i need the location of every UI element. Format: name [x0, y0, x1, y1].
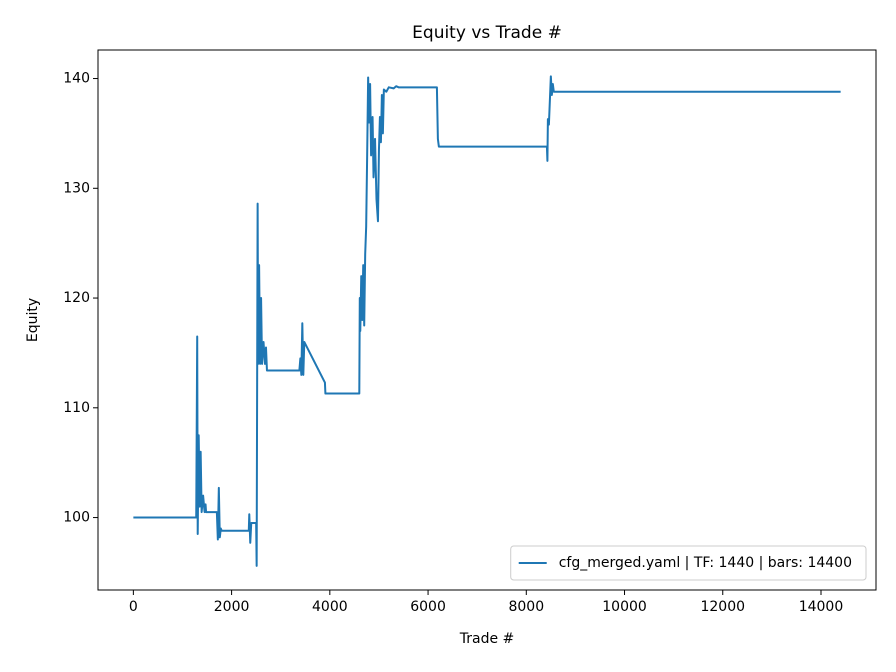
y-axis-label: Equity — [25, 298, 41, 342]
x-tick-label: 2000 — [214, 599, 250, 615]
line-series — [133, 75, 841, 567]
y-tick-label: 130 — [63, 180, 90, 196]
x-tick-label: 0 — [129, 599, 138, 615]
legend-box — [510, 545, 867, 581]
x-tick-label: 4000 — [312, 599, 348, 615]
y-tick-label: 110 — [63, 400, 90, 416]
x-tick-label: 14000 — [799, 599, 844, 615]
y-tick-label: 100 — [63, 510, 90, 526]
x-tick-label: 6000 — [410, 599, 446, 615]
x-tick-label: 10000 — [602, 599, 647, 615]
x-tick-label: 12000 — [700, 599, 745, 615]
x-tick-label: 8000 — [508, 599, 544, 615]
x-axis-label: Trade # — [459, 631, 515, 647]
plot-frame — [97, 49, 877, 591]
legend-label: cfg_merged.yaml | TF: 1440 | bars: 14400 — [559, 555, 852, 571]
y-tick-label: 140 — [63, 71, 90, 87]
y-tick-label: 120 — [63, 290, 90, 306]
chart-title: Equity vs Trade # — [412, 23, 562, 43]
